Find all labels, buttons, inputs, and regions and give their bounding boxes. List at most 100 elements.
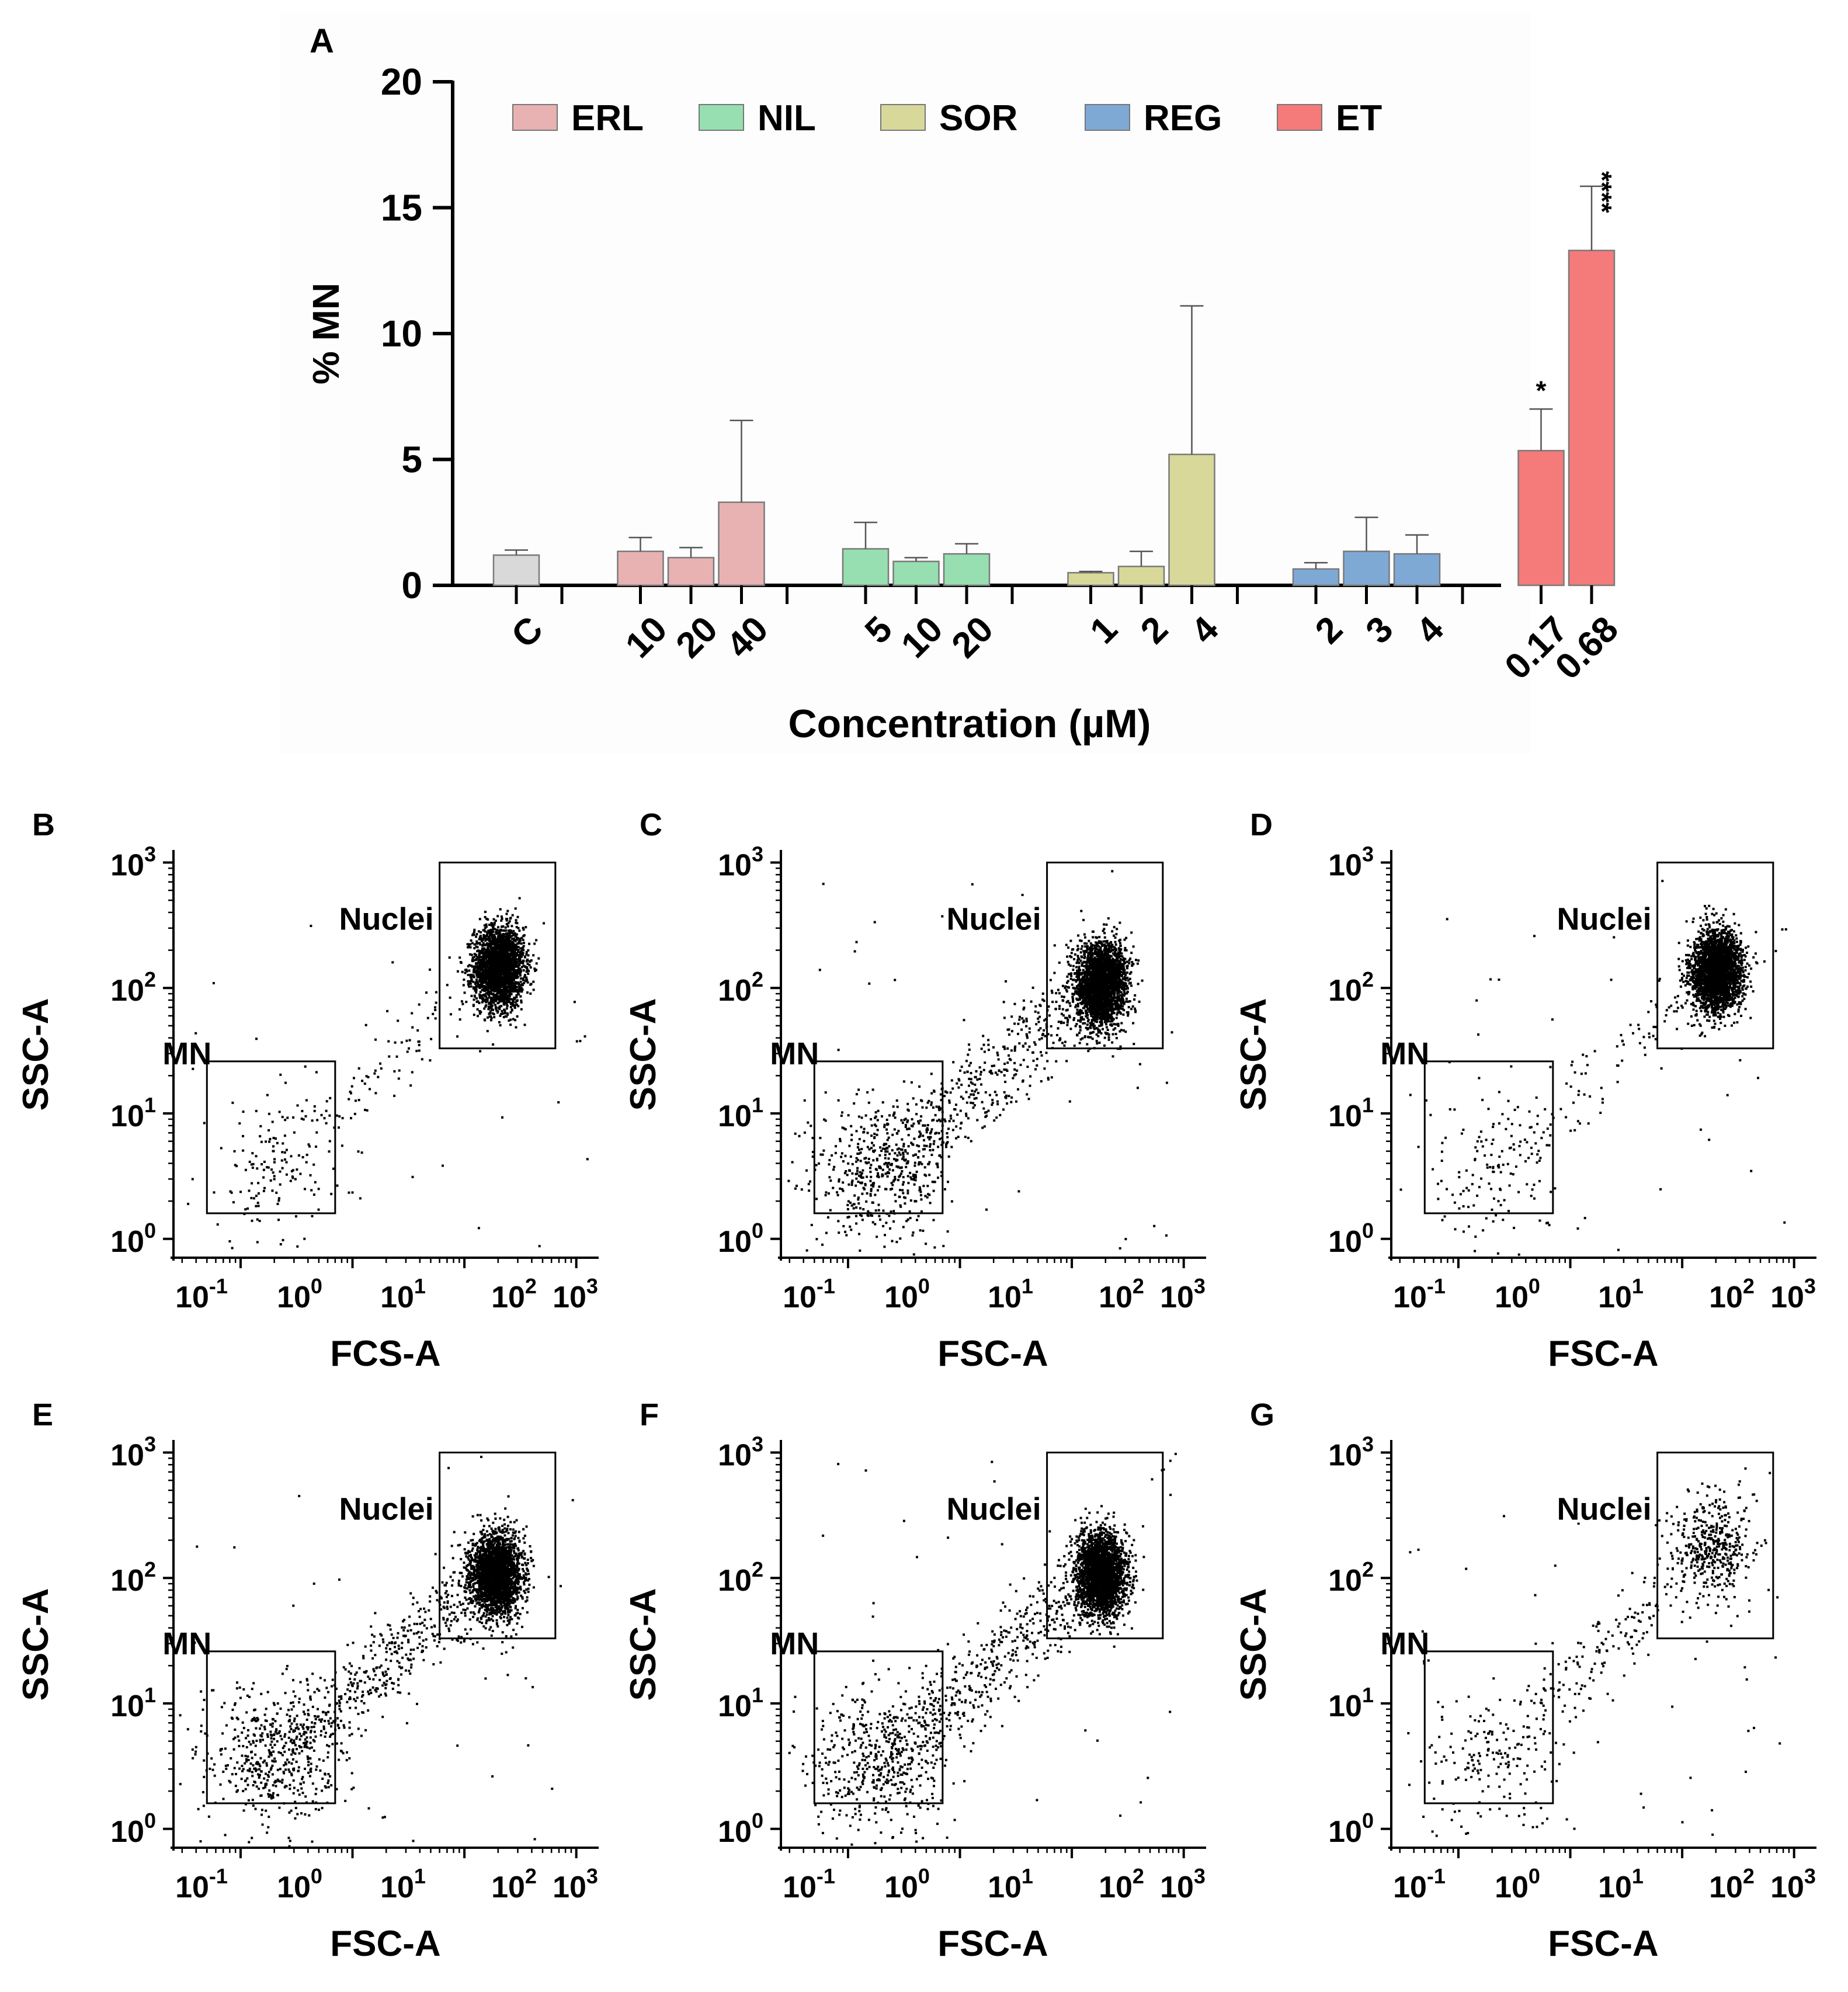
event-dot	[266, 1166, 269, 1169]
x-tick-label: 103	[553, 1274, 598, 1314]
y-tick-label: 10	[381, 313, 422, 355]
event-dot	[1097, 1035, 1100, 1037]
event-dot	[475, 963, 478, 966]
event-dot	[305, 1099, 308, 1102]
event-dot	[524, 966, 527, 968]
event-dot	[533, 942, 536, 945]
event-dot	[281, 1151, 284, 1154]
event-dot	[1069, 977, 1072, 980]
event-dot	[521, 953, 524, 956]
event-dot	[494, 943, 496, 946]
event-dot	[291, 1177, 294, 1179]
event-dot	[369, 1088, 371, 1091]
event-dot	[586, 1158, 589, 1161]
event-dot	[473, 930, 475, 933]
event-dot	[520, 1001, 523, 1004]
event-dot	[353, 1112, 356, 1115]
event-dot	[482, 957, 485, 960]
event-dot	[1083, 1035, 1086, 1037]
y-tick-label: 102	[110, 967, 156, 1008]
event-dot	[506, 925, 509, 928]
event-dot	[296, 1104, 299, 1107]
event-dot	[471, 933, 474, 936]
legend-swatch-et	[1277, 104, 1322, 131]
event-dot	[501, 977, 503, 980]
event-dot	[501, 948, 503, 951]
event-dot	[312, 1163, 315, 1166]
bar-nil-5	[842, 548, 890, 587]
event-dot	[363, 1082, 366, 1085]
event-dot	[485, 949, 488, 952]
significance-label: *	[1536, 375, 1547, 405]
event-dot	[250, 1163, 253, 1166]
event-dot	[502, 974, 505, 977]
event-dot	[483, 963, 486, 966]
event-dot	[508, 1019, 510, 1022]
event-dot	[393, 1070, 396, 1073]
event-dot	[388, 1055, 391, 1058]
event-dot	[235, 1165, 238, 1168]
event-dot	[1130, 1008, 1133, 1011]
event-dot	[485, 1001, 488, 1004]
event-dot	[476, 942, 479, 945]
event-dot	[485, 988, 488, 991]
y-tick-label: 15	[381, 187, 422, 229]
event-dot	[251, 1182, 253, 1185]
event-dot	[483, 935, 486, 938]
event-dot	[511, 1004, 514, 1007]
x-tick-label: 0.68	[1548, 609, 1626, 687]
event-dot	[1132, 945, 1135, 948]
event-dot	[513, 1005, 516, 1008]
event-dot	[338, 1115, 341, 1118]
event-dot	[495, 928, 498, 931]
event-dot	[1105, 923, 1108, 926]
event-dot	[1107, 1036, 1110, 1039]
event-dot	[518, 963, 521, 966]
event-dot	[242, 1149, 245, 1152]
event-dot	[1078, 1032, 1081, 1035]
event-dot	[493, 923, 496, 926]
event-dot	[490, 930, 493, 933]
event-dot	[504, 944, 507, 947]
event-dot	[1124, 978, 1127, 981]
event-dot	[487, 1008, 490, 1011]
event-dot	[465, 1001, 468, 1004]
event-dot	[513, 951, 516, 954]
event-dot	[526, 991, 529, 994]
event-dot	[519, 974, 522, 977]
event-dot	[487, 1016, 489, 1019]
event-dot	[505, 1007, 508, 1010]
event-dot	[220, 1147, 223, 1150]
event-dot	[520, 1008, 523, 1011]
legend-label-reg: REG	[1144, 98, 1222, 138]
event-dot	[527, 972, 530, 975]
event-dot	[1082, 950, 1085, 953]
event-dot	[473, 986, 475, 989]
event-dot	[500, 955, 503, 957]
event-dot	[1086, 1023, 1089, 1026]
event-dot	[488, 943, 491, 946]
event-dot	[516, 1015, 519, 1018]
event-dot	[312, 1193, 315, 1196]
event-dot	[320, 1113, 323, 1116]
event-dot	[488, 975, 491, 977]
event-dot	[522, 952, 524, 955]
event-dot	[479, 952, 482, 955]
event-dot	[484, 990, 487, 992]
event-dot	[311, 1214, 314, 1217]
event-dot	[479, 943, 482, 946]
event-dot	[508, 1000, 511, 1003]
event-dot	[257, 1182, 260, 1185]
event-dot	[515, 1000, 518, 1002]
event-dot	[301, 1110, 304, 1112]
event-dot	[1137, 959, 1140, 962]
event-dot	[521, 948, 524, 950]
event-dot	[1114, 951, 1117, 954]
event-dot	[1073, 1017, 1076, 1020]
event-dot	[484, 994, 487, 997]
event-dot	[1102, 1028, 1104, 1030]
event-dot	[486, 956, 489, 959]
event-dot	[469, 943, 472, 946]
event-dot	[242, 1110, 245, 1113]
event-dot	[357, 1067, 360, 1070]
